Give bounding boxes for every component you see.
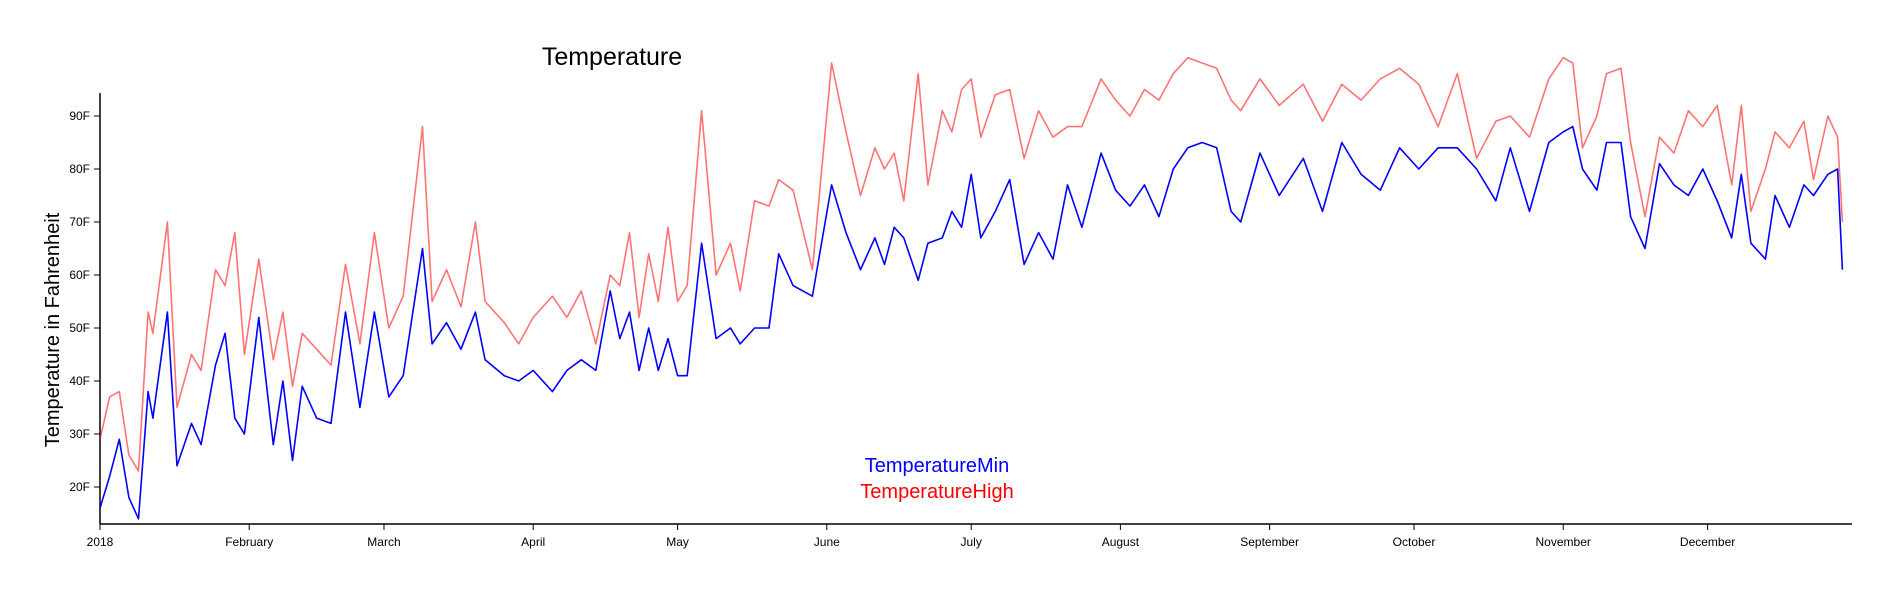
y-tick-label-40f: 40F: [69, 374, 90, 388]
series-layer: [99, 56, 1844, 520]
y-axis: 20F 30F 40F 50F 60F 70F 80F 90F: [69, 93, 101, 524]
x-tick-label-october: October: [1393, 535, 1436, 549]
y-tick-label-70f: 70F: [69, 215, 90, 229]
series-line-temperaturehigh: [99, 56, 1844, 472]
legend: TemperatureMin TemperatureHigh: [860, 455, 1013, 503]
x-axis: 2018 February March April May June July August S…: [87, 523, 1852, 549]
x-tick-label-september: September: [1240, 535, 1299, 549]
x-tick-label-may: May: [666, 535, 689, 549]
y-tick-label-80f: 80F: [69, 162, 90, 176]
chart-title: Temperature: [542, 43, 682, 71]
x-tick-label-2018: 2018: [87, 535, 114, 549]
y-tick-label-20f: 20F: [69, 480, 90, 494]
legend-item-temperaturehigh: TemperatureHigh: [860, 481, 1013, 503]
x-tick-label-november: November: [1536, 535, 1591, 549]
x-tick-label-december: December: [1680, 535, 1735, 549]
y-tick-label-30f: 30F: [69, 427, 90, 441]
y-axis-title: Temperature in Fahrenheit: [42, 212, 64, 447]
x-tick-label-july: July: [961, 535, 982, 549]
x-tick-label-february: February: [225, 535, 273, 549]
x-tick-label-march: March: [367, 535, 400, 549]
y-tick-label-90f: 90F: [69, 109, 90, 123]
x-tick-label-june: June: [814, 535, 840, 549]
x-tick-label-august: August: [1102, 535, 1140, 549]
legend-item-temperaturemin: TemperatureMin: [865, 455, 1010, 477]
x-tick-label-april: April: [521, 535, 545, 549]
y-tick-label-60f: 60F: [69, 268, 90, 282]
y-tick-label-50f: 50F: [69, 321, 90, 335]
series-line-temperaturemin: [99, 125, 1844, 520]
